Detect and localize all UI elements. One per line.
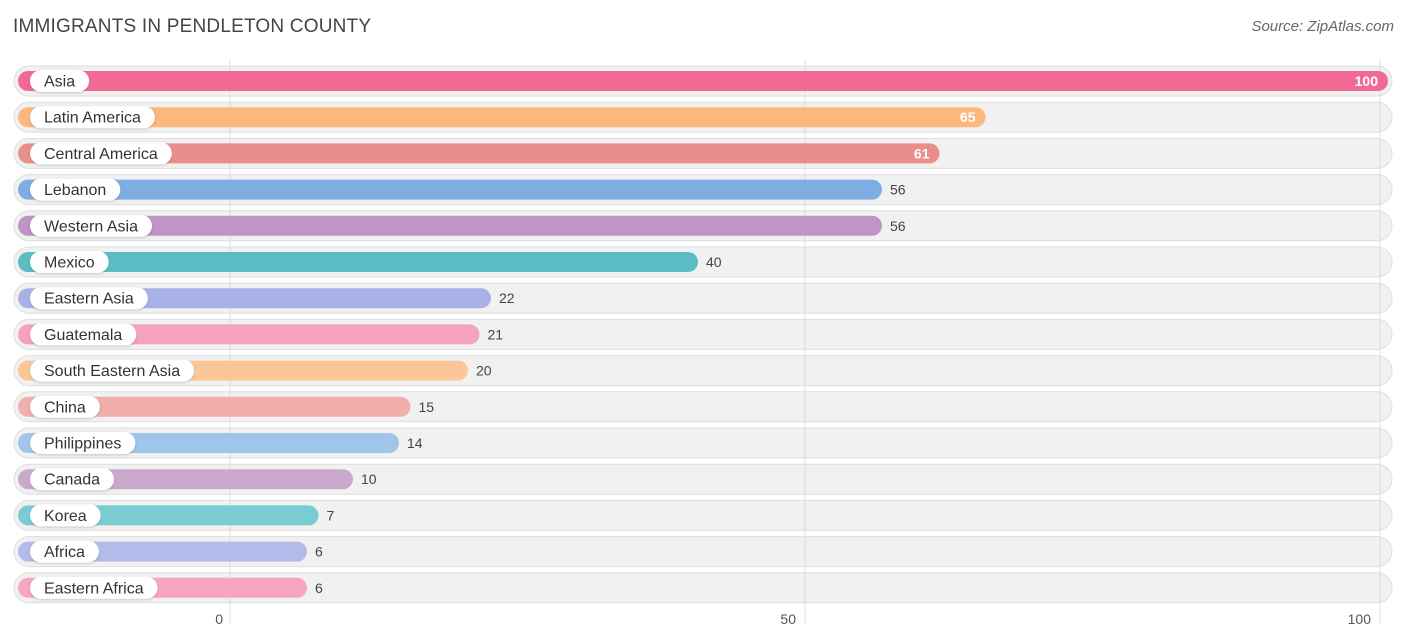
category-label-pill	[30, 395, 100, 418]
x-tick-label: 100	[1348, 611, 1372, 627]
category-label: Latin America	[44, 110, 141, 127]
category-label: Lebanon	[44, 182, 106, 199]
row-track	[13, 463, 1393, 495]
category-label: China	[44, 399, 86, 416]
category-label-pill	[30, 70, 90, 92]
category-label-pill	[30, 323, 137, 346]
bar	[18, 396, 411, 417]
category-label: Africa	[44, 544, 85, 561]
value-label: 6	[315, 580, 323, 596]
row-track	[13, 499, 1393, 531]
bar	[18, 252, 698, 272]
value-label: 6	[315, 544, 323, 560]
value-label: 14	[407, 435, 423, 451]
category-label: Central America	[44, 146, 158, 163]
category-label-pill	[30, 251, 109, 273]
chart-title: IMMIGRANTS IN PENDLETON COUNTY	[13, 16, 372, 37]
value-label: 56	[890, 218, 906, 234]
value-label: 7	[327, 507, 335, 523]
value-label: 21	[488, 326, 504, 342]
row-track	[13, 536, 1393, 568]
category-label-pill	[30, 142, 172, 165]
category-label-pill	[30, 432, 136, 454]
category-label: Eastern Africa	[44, 580, 144, 597]
source-label: Source: ZipAtlas.com	[1251, 18, 1394, 35]
value-label: 22	[499, 290, 515, 306]
category-label-pill	[30, 359, 195, 382]
category-label: Eastern Asia	[44, 291, 134, 308]
category-label-pill	[30, 540, 99, 563]
value-label: 61	[914, 145, 930, 161]
category-label: Philippines	[44, 436, 121, 453]
category-label: Guatemala	[44, 327, 122, 344]
category-label-pill	[30, 287, 148, 310]
category-label: South Eastern Asia	[44, 363, 180, 380]
bar	[18, 71, 1388, 91]
category-label-pill	[30, 468, 115, 491]
category-label: Mexico	[44, 255, 95, 272]
category-label-pill	[30, 214, 152, 237]
category-label-pill	[30, 178, 121, 201]
value-label: 100	[1355, 73, 1379, 89]
category-label-pill	[30, 576, 158, 599]
value-label: 56	[890, 182, 906, 198]
value-label: 15	[419, 399, 435, 415]
category-label: Canada	[44, 472, 100, 489]
x-tick-label: 50	[780, 611, 796, 627]
value-label: 20	[476, 363, 492, 379]
category-label-pill	[30, 106, 155, 129]
bar	[18, 143, 940, 164]
bar	[18, 107, 986, 128]
x-tick-label: 0	[215, 611, 223, 627]
value-label: 65	[960, 109, 976, 125]
category-label: Asia	[44, 74, 75, 91]
bar	[18, 215, 882, 236]
category-label-pill	[30, 504, 101, 527]
value-label: 40	[706, 254, 722, 270]
row-track	[13, 572, 1393, 604]
bar	[18, 179, 882, 200]
category-label: Korea	[44, 508, 87, 525]
category-label: Western Asia	[44, 218, 138, 235]
value-label: 10	[361, 471, 377, 487]
